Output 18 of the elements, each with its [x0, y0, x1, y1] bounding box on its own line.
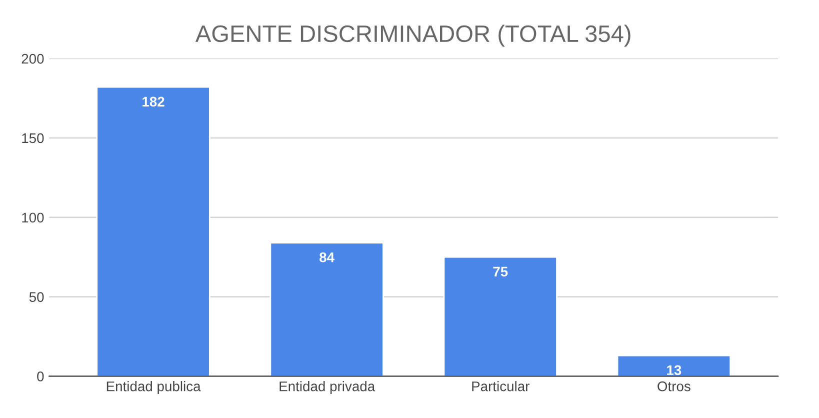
bar: [616, 354, 732, 376]
bar: [270, 242, 384, 376]
x-tick-label: Entidad privada: [280, 381, 376, 394]
y-tick-label: 200: [22, 54, 44, 64]
y-tick-label: 0: [37, 372, 44, 382]
y-tick-label: 50: [29, 292, 44, 302]
data-label: 182: [142, 96, 164, 107]
y-tick-label: 100: [22, 212, 44, 223]
y-tick-label: 150: [22, 133, 44, 144]
chart-title: AGENTE DISCRIMINADOR (TOTAL 354): [195, 24, 630, 47]
data-label: 13: [667, 365, 682, 376]
data-label: 84: [320, 252, 334, 262]
data-label: 75: [493, 266, 508, 277]
bar: [96, 86, 210, 376]
bar: [443, 256, 558, 376]
x-tick-label: Otros: [658, 381, 690, 392]
x-tick-label: Particular: [472, 381, 530, 392]
x-tick-label: Entidad publica: [106, 381, 201, 394]
